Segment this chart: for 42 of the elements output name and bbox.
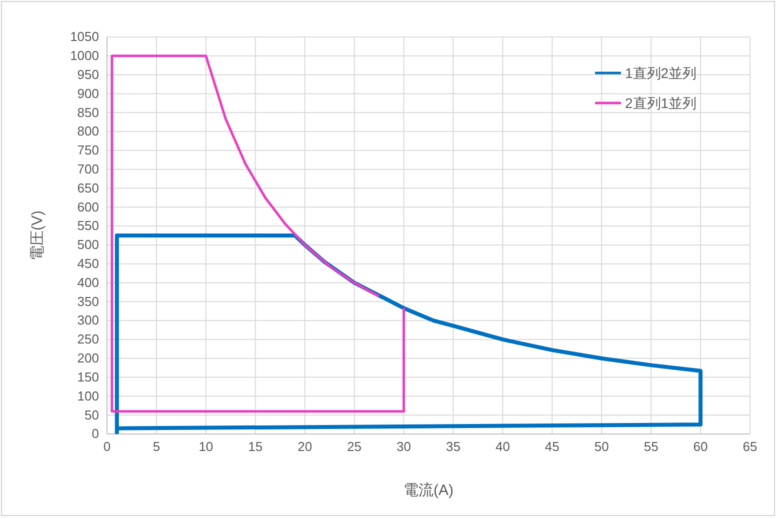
y-tick-label: 600 [77, 199, 99, 214]
y-tick-label: 1000 [70, 48, 99, 64]
x-tick-label: 30 [396, 439, 412, 454]
y-tick-label: 650 [77, 180, 99, 196]
legend-label: 2直列1並列 [625, 95, 697, 111]
y-tick-label: 450 [77, 256, 99, 272]
y-tick-label: 150 [77, 369, 99, 384]
y-tick-label: 50 [84, 407, 99, 422]
x-tick-label: 5 [152, 439, 160, 454]
y-tick-label: 1050 [70, 29, 99, 44]
x-tick-label: 60 [693, 439, 708, 454]
y-tick-label: 200 [77, 350, 99, 366]
line-series [110, 54, 406, 413]
y-tick-label: 850 [77, 104, 99, 120]
x-tick-label: 45 [544, 439, 560, 454]
y-tick-label: 750 [77, 142, 99, 158]
y-tick-label: 900 [77, 86, 99, 101]
x-tick-label: 65 [742, 439, 758, 454]
y-tick-label: 500 [77, 237, 99, 252]
y-tick-label: 250 [77, 332, 99, 347]
x-tick-label: 20 [298, 439, 312, 454]
legend-label: 1直列2並列 [625, 65, 697, 81]
y-tick-label: 400 [77, 274, 99, 290]
y-tick-label: 100 [77, 388, 99, 404]
line-series [114, 234, 703, 436]
x-tick-label: 15 [248, 439, 263, 454]
y-tick-label: 550 [77, 218, 99, 234]
x-tick-label: 35 [446, 439, 460, 454]
x-axis-title: 電流(A) [404, 482, 454, 499]
x-tick-label: 0 [103, 439, 111, 454]
y-tick-label: 950 [77, 66, 99, 82]
y-tick-label: 350 [77, 294, 99, 309]
x-tick-label: 55 [644, 439, 658, 454]
x-tick-label: 25 [347, 439, 362, 454]
x-tick-label: 40 [495, 439, 510, 454]
y-tick-label: 800 [77, 124, 99, 139]
x-tick-label: 10 [198, 439, 214, 454]
y-tick-label: 700 [77, 161, 99, 176]
y-tick-label: 300 [77, 312, 99, 328]
y-axis-title: 電圧(V) [29, 210, 46, 260]
y-tick-label: 0 [92, 426, 99, 442]
x-tick-label: 50 [594, 439, 609, 454]
